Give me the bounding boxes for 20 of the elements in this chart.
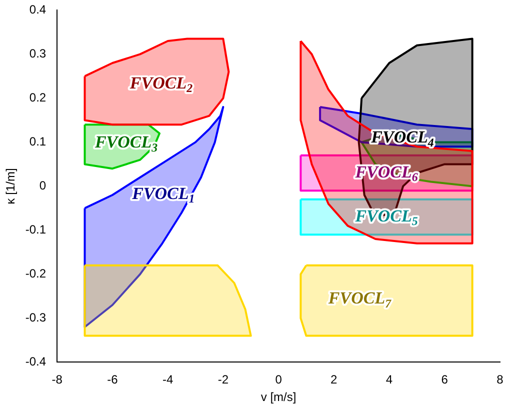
x-tick-label: 8 (496, 372, 504, 387)
y-axis-title: κ [1/m] (4, 168, 18, 204)
y-tick-label: -0.3 (25, 310, 46, 325)
y-tick-label: -0.4 (25, 354, 46, 369)
y-tick-label: 0.3 (29, 46, 46, 61)
y-tick-label: -0.1 (25, 222, 46, 237)
y-tick-label: 0.4 (29, 2, 46, 17)
x-tick-label: -6 (107, 372, 118, 387)
y-tick-label: 0.1 (29, 134, 46, 149)
x-tick-label: 6 (441, 372, 448, 387)
y-tick-label: 0.2 (29, 90, 46, 105)
x-tick-label: -8 (52, 372, 63, 387)
x-tick-label: 0 (275, 372, 282, 387)
x-tick-label: 4 (386, 372, 393, 387)
y-tick-label: 0 (39, 178, 46, 193)
x-tick-label: -4 (162, 372, 174, 387)
x-tick-label: -2 (218, 372, 229, 387)
x-tick-label: 2 (330, 372, 338, 387)
y-tick-label: -0.2 (25, 266, 46, 281)
x-axis-title: v [m/s] (260, 390, 296, 404)
